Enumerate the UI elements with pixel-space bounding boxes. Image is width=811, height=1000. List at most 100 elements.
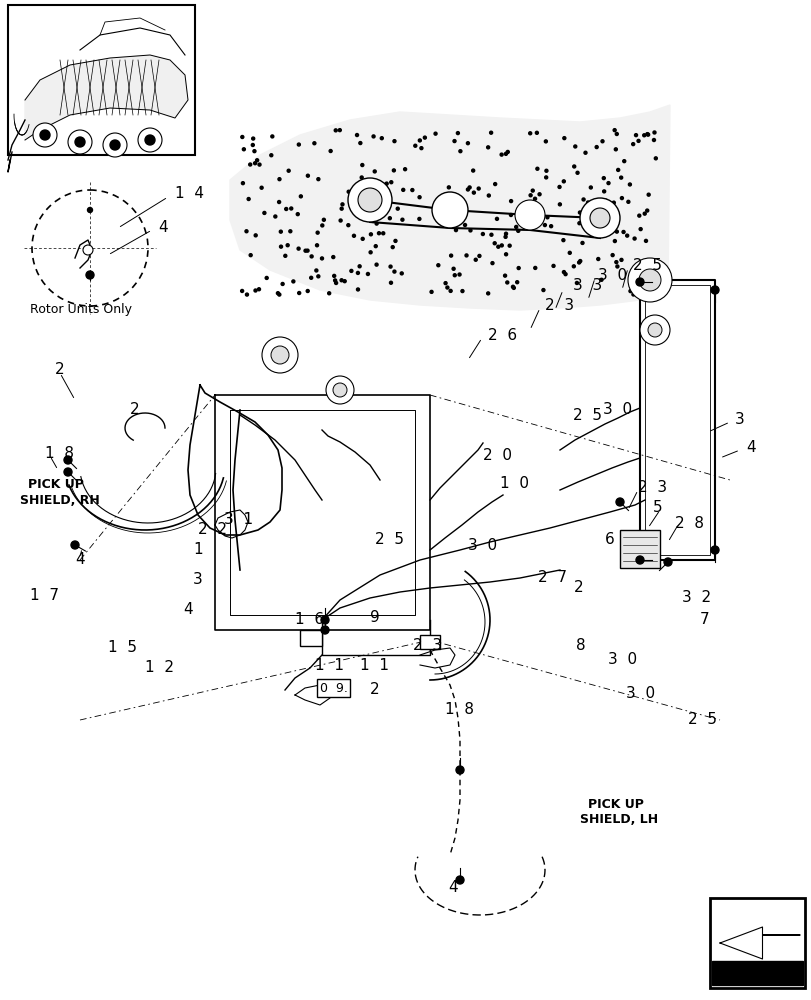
Circle shape: [581, 241, 583, 244]
Text: 1  8: 1 8: [45, 446, 74, 460]
Circle shape: [356, 288, 359, 291]
Circle shape: [577, 211, 581, 214]
Circle shape: [596, 258, 599, 261]
Text: 4: 4: [158, 221, 167, 235]
Text: 2: 2: [130, 402, 139, 418]
Circle shape: [612, 240, 616, 243]
Circle shape: [448, 289, 452, 292]
Circle shape: [340, 279, 343, 282]
Text: 2: 2: [55, 362, 65, 377]
Circle shape: [145, 135, 155, 145]
Circle shape: [461, 290, 463, 293]
Circle shape: [453, 140, 456, 143]
Circle shape: [362, 181, 364, 184]
Circle shape: [642, 134, 645, 137]
Circle shape: [88, 208, 92, 213]
Circle shape: [71, 541, 79, 549]
Circle shape: [375, 222, 378, 225]
Circle shape: [577, 222, 580, 225]
Text: 1  6: 1 6: [294, 612, 324, 628]
Circle shape: [504, 232, 507, 235]
Circle shape: [240, 289, 243, 292]
Bar: [419, 635, 440, 649]
Circle shape: [504, 253, 507, 256]
Circle shape: [251, 143, 254, 146]
Circle shape: [316, 178, 320, 181]
Text: 7: 7: [699, 612, 709, 628]
Circle shape: [572, 165, 575, 168]
Text: 3  0: 3 0: [597, 267, 626, 282]
Circle shape: [612, 129, 616, 132]
Circle shape: [371, 135, 375, 138]
Circle shape: [380, 137, 383, 140]
Circle shape: [529, 194, 531, 197]
Text: 2: 2: [370, 682, 380, 698]
Circle shape: [276, 292, 279, 295]
Circle shape: [403, 168, 406, 171]
Circle shape: [284, 254, 286, 257]
Circle shape: [663, 558, 672, 566]
Text: 3  3: 3 3: [573, 277, 602, 292]
Circle shape: [325, 376, 354, 404]
Circle shape: [297, 247, 300, 250]
Circle shape: [635, 278, 643, 286]
Circle shape: [602, 190, 605, 193]
Circle shape: [486, 146, 489, 149]
Text: Rotor Units Only: Rotor Units Only: [30, 304, 132, 316]
Circle shape: [622, 160, 625, 163]
Circle shape: [315, 269, 317, 272]
Circle shape: [615, 132, 617, 135]
Circle shape: [109, 140, 120, 150]
Circle shape: [388, 217, 391, 220]
Circle shape: [644, 239, 646, 242]
Circle shape: [320, 257, 323, 260]
Text: 1  8: 1 8: [444, 702, 474, 718]
Circle shape: [306, 174, 309, 177]
Circle shape: [251, 137, 255, 140]
Circle shape: [430, 290, 432, 293]
Circle shape: [710, 546, 718, 554]
Circle shape: [564, 273, 566, 276]
Circle shape: [631, 293, 634, 296]
Circle shape: [370, 209, 373, 212]
Circle shape: [350, 269, 353, 272]
Text: 2  5: 2 5: [573, 408, 601, 422]
Circle shape: [491, 262, 493, 265]
Circle shape: [466, 142, 469, 145]
Circle shape: [322, 218, 325, 221]
Circle shape: [306, 249, 309, 252]
Circle shape: [577, 261, 580, 264]
Circle shape: [615, 265, 618, 268]
Circle shape: [457, 204, 461, 207]
Circle shape: [419, 147, 423, 150]
Circle shape: [373, 170, 375, 173]
Text: 2  8: 2 8: [674, 516, 703, 530]
Circle shape: [508, 244, 510, 247]
Circle shape: [458, 150, 461, 153]
Circle shape: [568, 251, 571, 254]
Circle shape: [517, 267, 520, 270]
Circle shape: [389, 181, 393, 184]
Text: 4: 4: [182, 602, 192, 617]
Circle shape: [306, 290, 309, 293]
Circle shape: [269, 154, 272, 157]
Circle shape: [355, 134, 358, 137]
Circle shape: [281, 282, 284, 285]
Bar: [299, 630, 322, 646]
Circle shape: [533, 197, 536, 200]
Circle shape: [352, 234, 355, 237]
Circle shape: [320, 224, 324, 227]
Circle shape: [534, 131, 538, 134]
Circle shape: [296, 213, 299, 216]
Circle shape: [103, 133, 127, 157]
Circle shape: [393, 270, 396, 273]
Circle shape: [263, 211, 265, 214]
Circle shape: [364, 185, 367, 188]
Circle shape: [505, 150, 508, 153]
Circle shape: [629, 290, 631, 293]
Circle shape: [436, 264, 440, 267]
Circle shape: [347, 190, 350, 193]
Circle shape: [356, 271, 359, 274]
Circle shape: [654, 157, 657, 160]
Circle shape: [575, 171, 578, 174]
